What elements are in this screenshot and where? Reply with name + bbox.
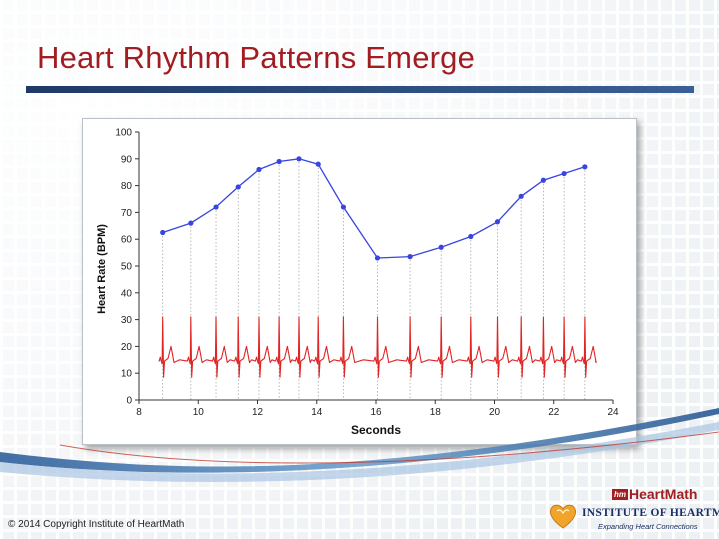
heart-rate-point xyxy=(438,244,444,250)
chart-frame: 0 10 20 30 40 50 60 70 80 90 100 8 10 12 14 16 18 20 22 24 … xyxy=(82,118,637,445)
y-tick-label: 10 xyxy=(121,369,133,380)
heart-rate-point xyxy=(407,254,413,260)
heart-rate-point xyxy=(540,177,546,183)
x-tick-label: 20 xyxy=(489,407,501,418)
x-axis-label: Seconds xyxy=(351,423,401,437)
heart-rate-line xyxy=(162,158,586,259)
y-tick-label: 90 xyxy=(121,154,133,165)
x-tick-label: 22 xyxy=(548,407,560,418)
x-tick-label: 18 xyxy=(430,407,442,418)
y-tick-label: 70 xyxy=(121,208,133,219)
heart-rate-point xyxy=(468,233,474,240)
y-tick-label: 100 xyxy=(115,128,132,139)
heart-icon xyxy=(549,504,577,529)
y-tick-label: 20 xyxy=(121,342,133,353)
chart-axes: 0 10 20 30 40 50 60 70 80 90 100 8 10 12 14 16 18 20 22 24 xyxy=(115,128,619,419)
y-axis-label: Heart Rate (BPM) xyxy=(96,224,108,314)
heartmath-logo-text: HeartMath xyxy=(629,486,698,502)
x-tick-label: 24 xyxy=(607,407,619,418)
y-tick-label: 60 xyxy=(121,235,133,246)
institute-tagline: Expanding Heart Connections xyxy=(598,522,698,531)
heart-rate-point xyxy=(276,158,282,165)
heart-rate-point xyxy=(494,219,501,225)
heart-rate-point xyxy=(296,156,302,162)
heart-rate-point xyxy=(340,204,347,210)
heart-rate-series xyxy=(160,156,588,261)
heartmath-logo: hm HeartMath xyxy=(612,486,697,502)
ecg-line xyxy=(158,316,597,378)
heart-rate-point xyxy=(256,166,262,173)
ecg-trace xyxy=(158,316,597,378)
heart-rate-point xyxy=(160,229,166,236)
heart-rate-point xyxy=(518,193,524,199)
title-rule xyxy=(26,86,694,93)
copyright-text: © 2014 Copyright Institute of HeartMath xyxy=(8,519,185,530)
slide-title: Heart Rhythm Patterns Emerge xyxy=(37,40,476,75)
x-tick-label: 8 xyxy=(136,407,142,418)
y-tick-label: 40 xyxy=(121,288,133,299)
heart-rate-point xyxy=(188,220,194,226)
x-tick-label: 16 xyxy=(370,407,382,418)
heart-rate-point xyxy=(213,204,219,210)
decorative-swoosh xyxy=(0,408,719,483)
x-tick-label: 10 xyxy=(193,407,205,418)
y-tick-label: 50 xyxy=(121,262,133,273)
y-tick-label: 0 xyxy=(126,396,132,407)
heartmath-mark: hm xyxy=(612,489,628,500)
heart-rate-point xyxy=(315,161,321,167)
x-tick-label: 14 xyxy=(311,407,323,418)
y-tick-label: 80 xyxy=(121,181,133,192)
institute-name: INSTITUTE OF HEARTMATH xyxy=(582,507,719,519)
heart-rate-point xyxy=(235,184,241,190)
y-tick-label: 30 xyxy=(121,315,133,326)
institute-logo: INSTITUTE OF HEARTMATH Expanding Heart C… xyxy=(548,501,719,533)
heart-rate-point xyxy=(561,170,567,177)
x-tick-label: 12 xyxy=(252,407,264,418)
heart-rate-point xyxy=(582,164,588,170)
heart-rate-point xyxy=(374,255,381,261)
